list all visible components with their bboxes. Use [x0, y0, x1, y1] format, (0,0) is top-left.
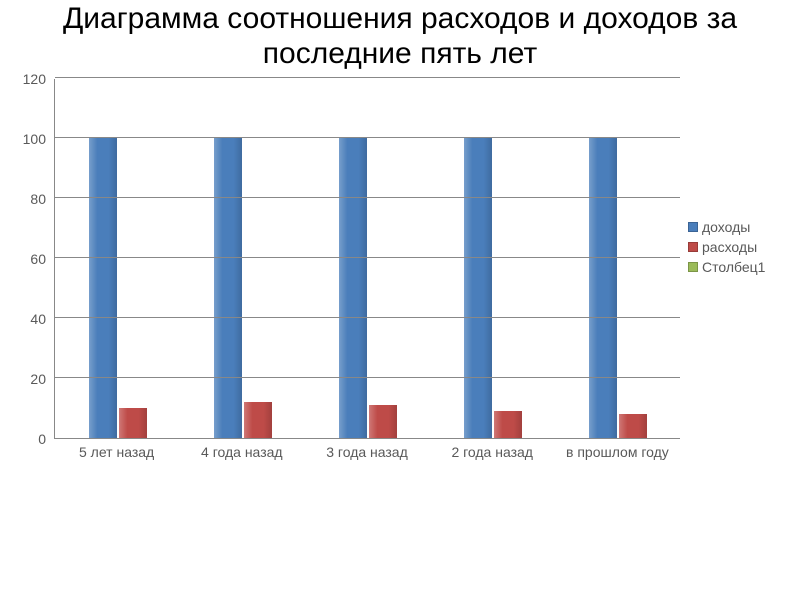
bar [214, 138, 242, 438]
bar-group [555, 79, 680, 438]
legend-swatch [688, 242, 698, 252]
y-tick-label: 0 [38, 431, 46, 447]
legend-swatch [688, 262, 698, 272]
gridline [55, 317, 680, 318]
bar [494, 411, 522, 438]
bar-group [55, 79, 180, 438]
y-tick-label: 120 [23, 71, 46, 87]
bar [244, 402, 272, 438]
gridline [55, 77, 680, 78]
x-tick-label: 2 года назад [430, 439, 555, 460]
legend-item: Столбец1 [688, 259, 782, 275]
legend-label: расходы [702, 239, 757, 255]
y-tick-label: 20 [30, 371, 46, 387]
x-tick-label: 4 года назад [179, 439, 304, 460]
legend-swatch [688, 222, 698, 232]
y-tick-label: 40 [30, 311, 46, 327]
legend-label: доходы [702, 219, 750, 235]
bar-group [430, 79, 555, 438]
chart-area: 020406080100120 5 лет назад4 года назад3… [10, 79, 680, 460]
bar [89, 138, 117, 438]
x-tick-label: 5 лет назад [54, 439, 179, 460]
bar-group [180, 79, 305, 438]
x-tick-label: 3 года назад [304, 439, 429, 460]
legend: доходы расходы Столбец1 [680, 79, 790, 279]
legend-label: Столбец1 [702, 259, 765, 275]
gridline [55, 377, 680, 378]
chart-container: 020406080100120 5 лет назад4 года назад3… [0, 79, 800, 460]
y-axis: 020406080100120 [10, 79, 50, 439]
bar [619, 414, 647, 438]
y-tick-label: 60 [30, 251, 46, 267]
legend-item: расходы [688, 239, 782, 255]
bar-groups [55, 79, 680, 438]
legend-item: доходы [688, 219, 782, 235]
gridline [55, 257, 680, 258]
y-tick-label: 80 [30, 191, 46, 207]
bar [119, 408, 147, 438]
x-tick-label: в прошлом году [555, 439, 680, 460]
bar [464, 138, 492, 438]
gridline [55, 197, 680, 198]
bar [339, 138, 367, 438]
bar [589, 138, 617, 438]
y-tick-label: 100 [23, 131, 46, 147]
plot-area [54, 79, 680, 439]
x-axis-labels: 5 лет назад4 года назад3 года назад2 год… [54, 439, 680, 460]
bar [369, 405, 397, 438]
bar-group [305, 79, 430, 438]
gridline [55, 137, 680, 138]
chart-title: Диаграмма соотношения расходов и доходов… [0, 0, 800, 79]
